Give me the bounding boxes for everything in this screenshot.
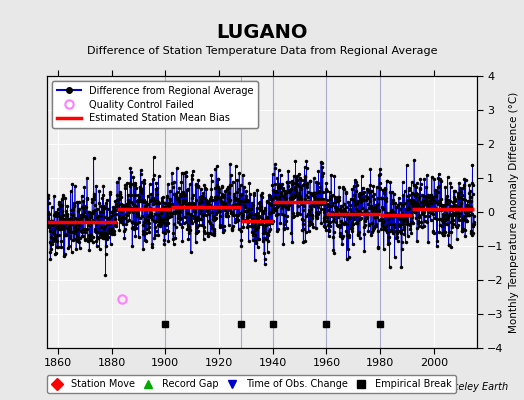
Legend: Difference from Regional Average, Quality Control Failed, Estimated Station Mean: Difference from Regional Average, Qualit… [52,81,258,128]
Legend: Station Move, Record Gap, Time of Obs. Change, Empirical Break: Station Move, Record Gap, Time of Obs. C… [48,375,455,393]
Text: LUGANO: LUGANO [216,23,308,42]
Y-axis label: Monthly Temperature Anomaly Difference (°C): Monthly Temperature Anomaly Difference (… [509,91,519,333]
Text: Difference of Station Temperature Data from Regional Average: Difference of Station Temperature Data f… [87,46,437,56]
Text: Berkeley Earth: Berkeley Earth [436,382,508,392]
